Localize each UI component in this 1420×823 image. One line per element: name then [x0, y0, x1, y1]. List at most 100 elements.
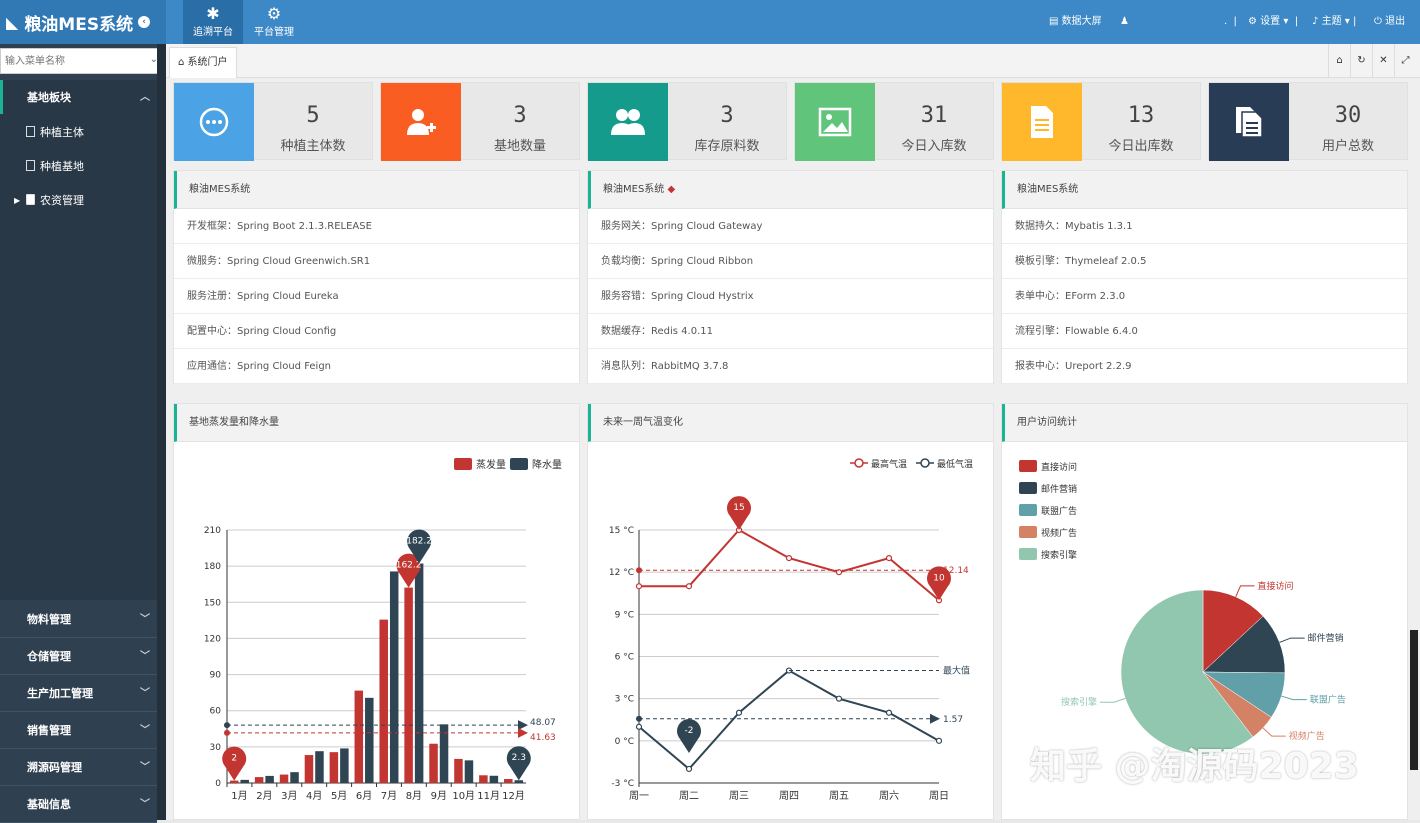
info-row: 报表中心：Ureport 2.2.9	[1002, 349, 1407, 384]
bar-降水量-11月	[489, 775, 499, 783]
avg-mark-label: 12.14	[943, 566, 969, 576]
folder-icon	[26, 194, 35, 205]
refresh-button[interactable]: ↻	[1350, 44, 1372, 78]
mark-point: 15	[727, 496, 751, 530]
close-tab-button[interactable]: ✕	[1372, 44, 1394, 78]
menu-search[interactable]: ⌄	[0, 48, 164, 74]
chart-panel-temperature: 未来一周气温变化 -3 °C 0 °C 3 °C 6 °C 9 °C 12 °C 15 °C…	[587, 403, 994, 820]
stat-card-total-users: 30 用户总数	[1208, 82, 1408, 161]
legend-label: 最低气温	[937, 458, 973, 470]
chevron-up-icon: ︿	[140, 92, 150, 103]
data-screen-link[interactable]: ▤ 数据大屏	[1049, 0, 1102, 44]
sidebar-item-planting-base[interactable]: 种植基地	[0, 150, 157, 184]
stat-icon-box	[1002, 83, 1082, 161]
sidebar-group-label: 溯源码管理	[27, 761, 82, 774]
screen-icon: ▤	[1049, 16, 1059, 27]
mark-line-start	[636, 567, 642, 574]
chart-title: 用户访问统计	[1002, 404, 1407, 442]
sidebar-group-trace-code[interactable]: 溯源码管理 ﹀	[0, 750, 157, 786]
theme-menu[interactable]: ♪ 主题 ▾ |	[1312, 16, 1357, 27]
nav-trace-label: 追溯平台	[193, 27, 233, 38]
mark-point-label: 162.2	[396, 561, 422, 571]
bar-蒸发量-4月	[304, 755, 314, 783]
home-button[interactable]: ⌂	[1328, 44, 1350, 78]
pie-label-line	[1281, 695, 1307, 701]
mark-point-shape	[677, 719, 701, 753]
pie-label-line	[1099, 697, 1126, 703]
legend-label: 直接访问	[1041, 461, 1077, 473]
bar-蒸发量-11月	[479, 775, 488, 783]
nav-platform-admin[interactable]: ⚙ 平台管理	[244, 0, 304, 44]
page-scrollbar[interactable]	[1410, 630, 1418, 770]
flame-icon: ◆	[667, 184, 676, 195]
dashboard-content: 5 种植主体数 3 基地数量 3 库存原料数 31 今日入库数 13 今日出库数…	[166, 78, 1420, 820]
sidebar-scrollbar[interactable]	[157, 44, 166, 820]
x-tick-label: 7月	[381, 790, 397, 802]
legend-label: 邮件营销	[1041, 483, 1077, 495]
mark-point: -2	[677, 719, 701, 753]
sidebar-group-materials[interactable]: 物料管理 ﹀	[0, 602, 157, 638]
y-tick-label: 3 °C	[615, 695, 634, 705]
chat-icon	[199, 107, 229, 137]
bar-蒸发量-8月	[404, 587, 413, 783]
info-row: 服务容错：Spring Cloud Hystrix	[588, 279, 993, 314]
file-icon	[26, 126, 35, 137]
y-tick-label: 0	[215, 779, 221, 789]
home-icon: ⌂	[178, 57, 185, 68]
sidebar-group-label: 基地板块	[27, 91, 71, 104]
settings-gear-icon: ⚙	[1248, 16, 1257, 27]
logout-button[interactable]: ⏻ 退出	[1374, 0, 1405, 44]
legend-swatch	[1019, 548, 1037, 560]
legend-label: 搜索引擎	[1041, 549, 1077, 561]
avg-mark-label: 48.07	[530, 718, 556, 728]
tab-system-portal[interactable]: ⌂ 系统门户	[169, 47, 237, 78]
legend-label: 联盟广告	[1041, 505, 1077, 517]
chevron-down-icon[interactable]: ⌄	[149, 54, 158, 65]
collapse-sidebar-icon[interactable]: ‹	[138, 16, 151, 28]
sidebar-group-warehouse[interactable]: 仓储管理 ﹀	[0, 639, 157, 675]
bar-蒸发量-1月	[229, 780, 239, 783]
x-tick-label: 12月	[502, 790, 525, 802]
nav-trace-platform[interactable]: ✱ 追溯平台	[183, 0, 243, 44]
mark-line-arrow	[518, 720, 528, 731]
sidebar-group-production[interactable]: 生产加工管理 ﹀	[0, 676, 157, 712]
legend-label: 最高气温	[871, 458, 907, 470]
settings-menu[interactable]: ⚙ 设置 ▾ |	[1248, 16, 1299, 27]
stat-value: 5	[306, 103, 320, 128]
mark-point: 182.2	[406, 529, 432, 564]
mark-point-label: 182.2	[406, 536, 432, 546]
pie-slice-邮件营销	[1202, 615, 1286, 674]
menu-search-input[interactable]	[1, 49, 141, 73]
sidebar-group-sales[interactable]: 销售管理 ﹀	[0, 713, 157, 749]
user-menu[interactable]: ♟	[1120, 0, 1129, 44]
stat-card-inbound-today: 31 今日入库数	[794, 82, 994, 161]
legend-swatch	[1019, 460, 1037, 472]
stat-value: 13	[1127, 103, 1155, 128]
x-tick-label: 周五	[829, 790, 849, 802]
sidebar-group-base[interactable]: 基地板块 ︿	[0, 80, 157, 116]
y-tick-label: 30	[210, 743, 222, 753]
mark-point: 10	[927, 566, 951, 601]
bar-蒸发量-6月	[354, 690, 364, 783]
fullscreen-button[interactable]: ⤢	[1394, 44, 1416, 78]
info-row: 服务网关：Spring Cloud Gateway	[588, 209, 993, 244]
line-point	[785, 555, 793, 562]
tab-label: 系统门户	[187, 57, 228, 68]
sidebar-item-farm-supplies[interactable]: ▶ 农资管理	[0, 184, 157, 218]
info-row: 应用通信：Spring Cloud Feign	[174, 349, 579, 384]
stat-value: 30	[1334, 103, 1362, 128]
sidebar-item-planting-subject[interactable]: 种植主体	[0, 116, 157, 150]
mark-point-shape	[407, 529, 432, 564]
x-tick-label: 3月	[281, 790, 297, 802]
info-row: 配置中心：Spring Cloud Config	[174, 314, 579, 349]
y-tick-label: 150	[204, 598, 221, 608]
sidebar-group-basic-info[interactable]: 基础信息 ﹀	[0, 787, 157, 823]
sidebar-group-label: 物料管理	[27, 613, 71, 626]
info-panel-frameworks: 粮油MES系统 开发框架：Spring Boot 2.1.3.RELEASE 微…	[173, 170, 580, 384]
sidebar-group-label: 基础信息	[27, 798, 71, 811]
app-logo: ◣ 粮油MES系统 ‹	[0, 0, 166, 44]
nav-admin-label: 平台管理	[254, 27, 294, 38]
chevron-down-icon: ﹀	[140, 688, 150, 699]
info-row: 表单中心：EForm 2.3.0	[1002, 279, 1407, 314]
stat-value: 3	[720, 103, 734, 128]
